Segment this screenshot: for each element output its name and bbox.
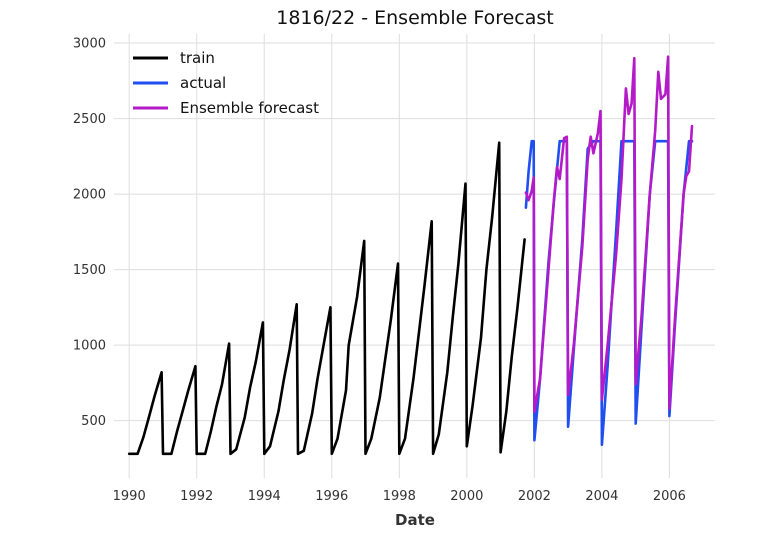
y-axis-ticks: 500 1000 1500 2000 2500 3000: [73, 37, 106, 430]
x-tick-label-1994: 1994: [248, 489, 281, 504]
legend-label-ensemble-forecast: Ensemble forecast: [180, 99, 319, 117]
y-tick-label-1000: 1000: [73, 339, 106, 354]
x-tick-label-2002: 2002: [518, 489, 551, 504]
x-tick-label-1990: 1990: [113, 489, 146, 504]
x-tick-label-1998: 1998: [383, 489, 416, 504]
x-axis-label: Date: [395, 511, 435, 529]
series-lines: [127, 55, 694, 456]
legend-label-train: train: [180, 49, 215, 67]
chart-title: 1816/22 - Ensemble Forecast: [276, 7, 553, 29]
x-tick-label-1996: 1996: [315, 489, 348, 504]
y-tick-label-2500: 2500: [73, 112, 106, 127]
x-tick-label-1992: 1992: [180, 489, 213, 504]
x-tick-label-2000: 2000: [450, 489, 483, 504]
series-line-actual: [524, 139, 694, 447]
y-tick-label-500: 500: [81, 414, 106, 429]
legend: train actual Ensemble forecast: [133, 49, 319, 117]
y-tick-label-3000: 3000: [73, 37, 106, 52]
x-tick-label-2004: 2004: [585, 489, 618, 504]
series-line-train: [127, 141, 526, 456]
x-axis-ticks: 1990 1992 1994 1996 1998 2000 2002 2004 2006: [113, 489, 686, 504]
legend-label-actual: actual: [180, 74, 226, 92]
series-line-ensemble-forecast: [524, 55, 694, 413]
x-tick-label-2006: 2006: [653, 489, 686, 504]
y-tick-label-1500: 1500: [73, 263, 106, 278]
y-tick-label-2000: 2000: [73, 188, 106, 203]
